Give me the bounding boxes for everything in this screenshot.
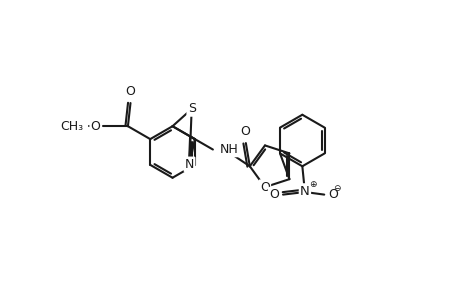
Text: O: O [269, 188, 279, 201]
Text: N: N [299, 184, 309, 197]
Text: ⊖: ⊖ [333, 184, 340, 193]
Text: NH: NH [219, 143, 238, 156]
Text: S: S [187, 103, 195, 116]
Text: O: O [90, 120, 100, 133]
Text: CH₃: CH₃ [60, 120, 83, 133]
Text: N: N [185, 158, 194, 171]
Text: O: O [240, 125, 249, 138]
Text: O: O [125, 85, 135, 98]
Text: O: O [259, 181, 269, 194]
Text: O: O [327, 188, 337, 201]
Text: ⊕: ⊕ [308, 180, 316, 189]
